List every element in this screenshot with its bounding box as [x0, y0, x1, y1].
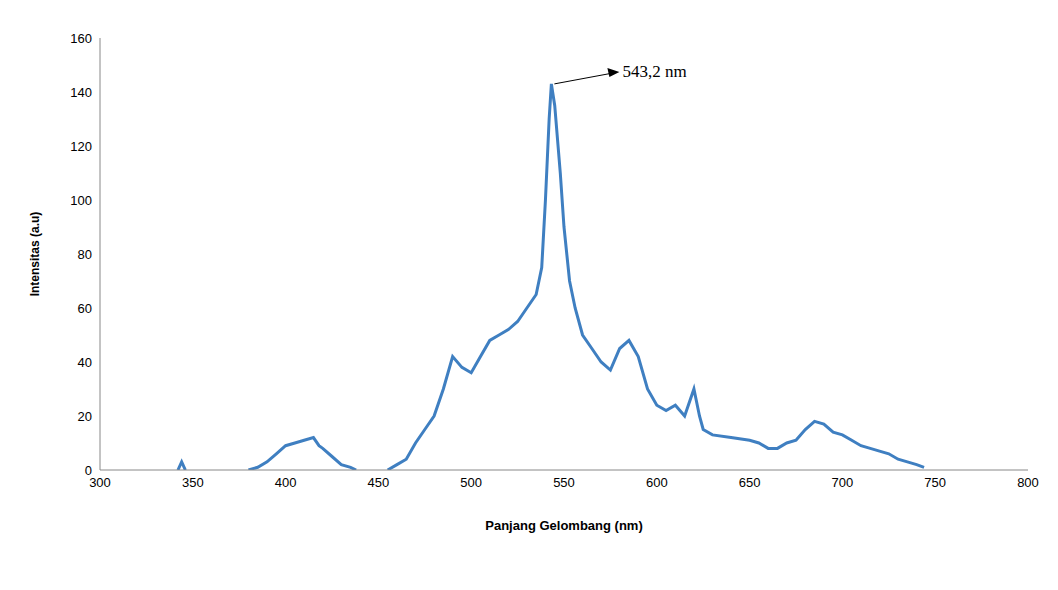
svg-text:0: 0: [85, 463, 92, 478]
svg-text:800: 800: [1017, 475, 1039, 490]
svg-text:120: 120: [70, 139, 92, 154]
svg-text:650: 650: [739, 475, 761, 490]
svg-text:543,2 nm: 543,2 nm: [622, 62, 686, 81]
svg-text:Panjang Gelombang (nm): Panjang Gelombang (nm): [485, 518, 642, 533]
svg-text:700: 700: [832, 475, 854, 490]
svg-text:400: 400: [275, 475, 297, 490]
svg-text:550: 550: [553, 475, 575, 490]
svg-text:600: 600: [646, 475, 668, 490]
svg-text:750: 750: [924, 475, 946, 490]
svg-text:450: 450: [368, 475, 390, 490]
svg-text:500: 500: [460, 475, 482, 490]
svg-text:80: 80: [78, 247, 92, 262]
svg-text:60: 60: [78, 301, 92, 316]
svg-text:20: 20: [78, 409, 92, 424]
svg-text:300: 300: [89, 475, 111, 490]
svg-text:160: 160: [70, 31, 92, 46]
svg-text:Intensitas (a.u): Intensitas (a.u): [28, 212, 42, 297]
svg-text:140: 140: [70, 85, 92, 100]
svg-text:100: 100: [70, 193, 92, 208]
svg-text:40: 40: [78, 355, 92, 370]
svg-text:350: 350: [182, 475, 204, 490]
